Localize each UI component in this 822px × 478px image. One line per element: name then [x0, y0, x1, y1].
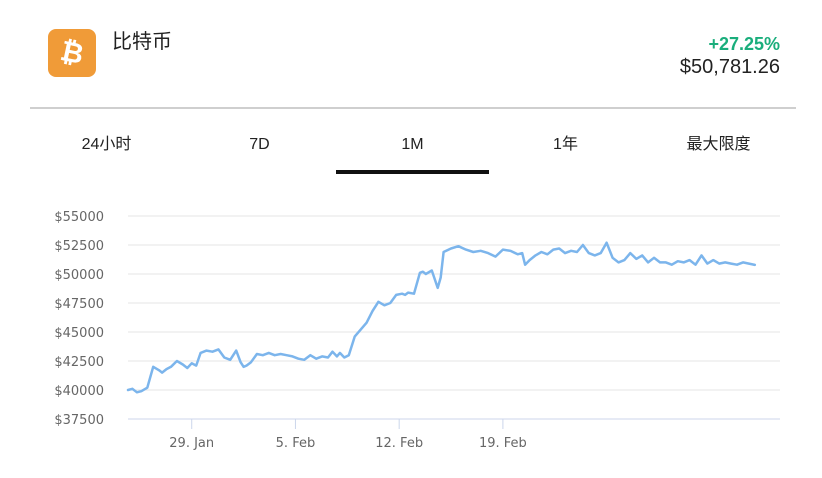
y-tick-label: $55000	[54, 210, 104, 225]
coin-header: ₿ 比特币 +27.25% $50,781.26	[0, 0, 822, 108]
price-chart: $37500 $40000 $42500 $45000 $47500 $50000 $525…	[0, 190, 822, 478]
tab-24h[interactable]: 24小时	[81, 136, 132, 153]
tab-max[interactable]: 最大限度	[686, 136, 751, 153]
price-change: +27.25%	[708, 34, 780, 54]
tab-1y[interactable]: 1年	[553, 136, 578, 153]
y-tick-label: $50000	[54, 268, 104, 283]
y-tick-label: $45000	[54, 326, 104, 341]
price-line	[126, 241, 757, 394]
tab-7d[interactable]: 7D	[249, 136, 270, 153]
header-divider	[30, 107, 796, 109]
x-tick-label: 19. Feb	[479, 436, 527, 451]
current-price: $50,781.26	[679, 56, 780, 78]
y-tick-label: $47500	[54, 297, 104, 312]
x-tick-label: 12. Feb	[375, 436, 423, 451]
coin-name: 比特币	[112, 31, 172, 53]
y-tick-label: $42500	[54, 355, 104, 370]
price-box: +27.25% $50,781.26	[680, 33, 780, 79]
price-chart-svg: $37500 $40000 $42500 $45000 $47500 $50000 $525…	[54, 210, 780, 451]
y-tick-label: $52500	[54, 239, 104, 254]
x-tick-label: 5. Feb	[276, 436, 316, 451]
y-tick-label: $37500	[54, 413, 104, 428]
tab-1m[interactable]: 1M	[336, 110, 489, 174]
timeframe-tabs: 24小时 7D 1M 1年 最大限度	[30, 110, 796, 174]
bitcoin-icon: ₿	[48, 29, 96, 77]
x-tick-label: 29. Jan	[169, 436, 214, 451]
y-tick-label: $40000	[54, 384, 104, 399]
